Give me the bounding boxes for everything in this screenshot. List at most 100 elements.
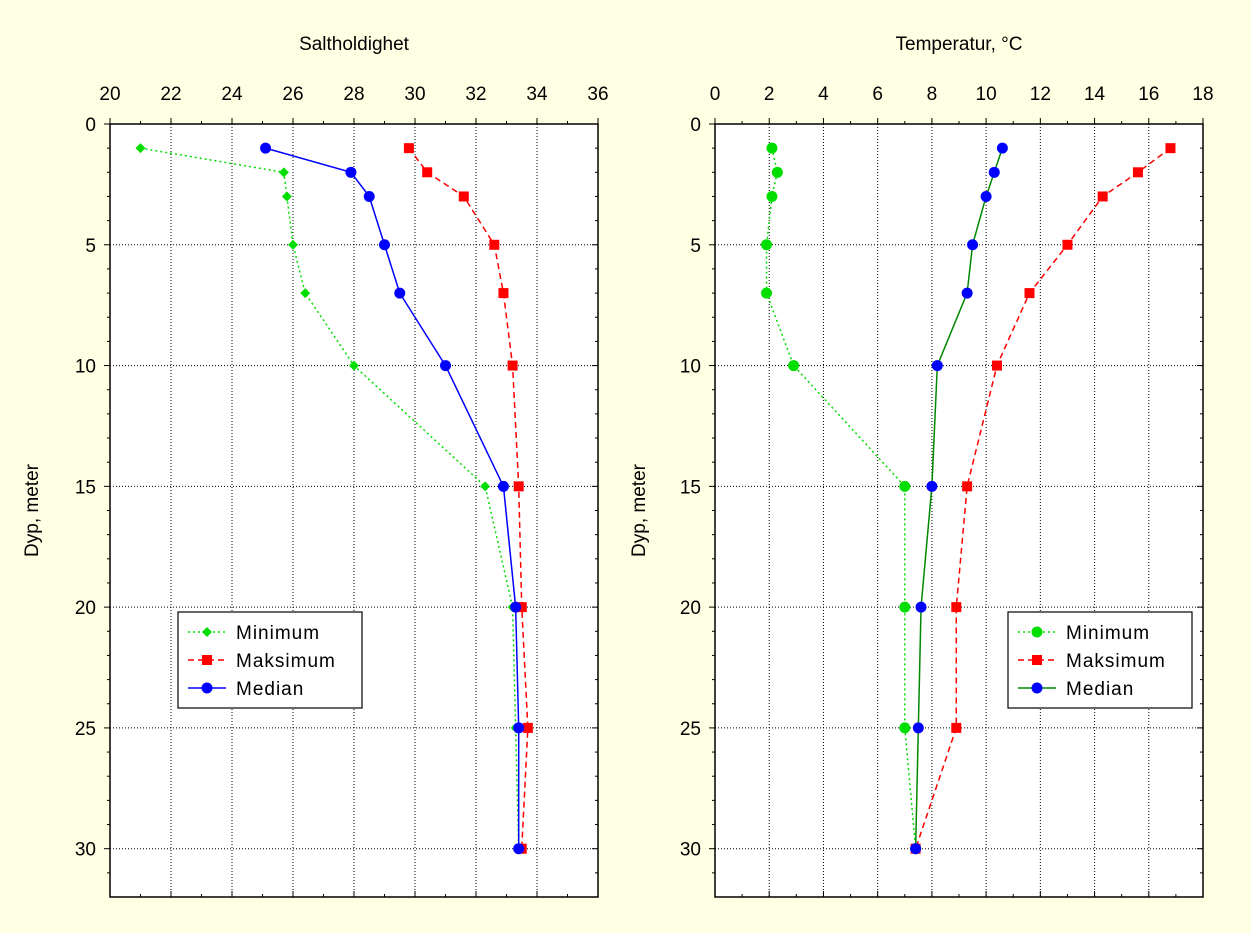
data-point: [988, 166, 1000, 178]
data-point: [278, 167, 289, 178]
x-tick-label: 32: [465, 84, 486, 105]
data-point: [951, 602, 962, 613]
y-tick-label: 0: [85, 115, 96, 136]
data-point: [440, 360, 451, 372]
data-point: [300, 288, 311, 299]
data-point: [899, 722, 911, 734]
data-point: [931, 360, 943, 372]
data-point: [345, 166, 357, 178]
data-point: [480, 481, 491, 492]
x-tick-label: 6: [872, 84, 883, 105]
x-tick-label: 16: [1138, 84, 1159, 105]
data-point: [788, 360, 800, 372]
data-point: [497, 480, 509, 492]
y-tick-label: 0: [690, 115, 701, 136]
x-tick-label: 2: [764, 84, 775, 105]
legend-marker: [202, 655, 212, 665]
legend-marker: [202, 627, 212, 637]
data-point: [260, 142, 272, 154]
data-point: [899, 480, 911, 492]
x-tick-label: 14: [1084, 84, 1106, 105]
series-line: [914, 147, 1171, 849]
series-line: [265, 147, 520, 849]
legend-label: Median: [236, 679, 304, 700]
legend-label: Minimum: [236, 623, 320, 644]
data-point: [761, 239, 773, 251]
data-point: [910, 843, 922, 855]
x-axis-title: Saltholdighet: [299, 34, 410, 55]
data-point: [394, 287, 406, 299]
data-point: [1165, 143, 1176, 154]
data-point: [403, 143, 414, 154]
data-point: [422, 167, 433, 178]
legend-marker: [1031, 626, 1043, 638]
data-point: [766, 190, 778, 202]
data-point: [458, 191, 469, 202]
data-point: [510, 601, 522, 613]
data-point: [516, 602, 527, 613]
legend-marker: [1031, 682, 1043, 694]
y-tick-label: 15: [75, 477, 96, 498]
series-median: [910, 142, 1008, 855]
x-tick-label: 8: [927, 84, 938, 105]
x-tick-label: 10: [976, 84, 997, 105]
data-point: [961, 287, 973, 299]
data-point: [1062, 239, 1073, 250]
salinity-chart: 20 22 24 26 28 30 32 34 36 0 5 10 15 20 25 30 Saltholdig…: [22, 34, 609, 898]
series-median: [260, 142, 525, 855]
x-tick-label: 12: [1030, 84, 1051, 105]
legend: Minimum Maksimum Median: [1007, 611, 1193, 709]
data-point: [926, 480, 938, 492]
data-point: [766, 142, 778, 154]
x-tick-label: 34: [526, 84, 548, 105]
data-point: [912, 722, 924, 734]
data-point: [363, 190, 375, 202]
y-tick-label: 5: [85, 236, 96, 257]
legend: Minimum Maksimum Median: [177, 611, 363, 709]
data-point: [771, 166, 783, 178]
data-point: [507, 360, 518, 371]
data-point: [996, 142, 1008, 154]
legend-label: Median: [1066, 679, 1134, 700]
plot-frame: [714, 123, 1204, 898]
y-tick-label: 20: [75, 598, 96, 619]
data-point: [513, 843, 525, 855]
legend-marker: [201, 682, 213, 694]
data-point: [915, 601, 927, 613]
data-point: [980, 190, 992, 202]
y-tick-label: 10: [680, 357, 701, 378]
legend-label: Maksimum: [236, 651, 336, 672]
x-tick-label: 26: [282, 84, 303, 105]
legend-label: Minimum: [1066, 623, 1150, 644]
legend-marker: [1032, 655, 1042, 665]
data-point: [761, 287, 773, 299]
x-tick-label: 0: [710, 84, 721, 105]
x-tick-label: 4: [818, 84, 829, 105]
series-line: [140, 147, 520, 849]
series-line: [408, 147, 529, 849]
data-point: [498, 288, 509, 299]
x-tick-label: 30: [404, 84, 425, 105]
data-point: [1024, 288, 1035, 299]
y-tick-label: 30: [75, 840, 96, 861]
x-tick-label: 20: [99, 84, 120, 105]
data-point: [967, 239, 979, 251]
data-point: [1097, 191, 1108, 202]
data-point: [135, 143, 146, 154]
legend-label: Maksimum: [1066, 651, 1166, 672]
temperature-chart: 0 2 4 6 8 10 12 14 16 18 0 5 10 15 20 25 30 Temperatur, °…: [629, 34, 1214, 898]
data-point: [489, 239, 500, 250]
y-tick-label: 5: [690, 236, 701, 257]
data-point: [513, 481, 524, 492]
x-tick-label: 18: [1192, 84, 1213, 105]
series-line: [914, 147, 1004, 849]
x-tick-label: 36: [587, 84, 608, 105]
x-tick-label: 24: [221, 84, 243, 105]
data-point: [962, 481, 973, 492]
data-point: [899, 601, 911, 613]
plot-area: [110, 124, 598, 897]
y-tick-label: 20: [680, 598, 701, 619]
x-tick-label: 22: [160, 84, 181, 105]
data-point: [1132, 167, 1143, 178]
